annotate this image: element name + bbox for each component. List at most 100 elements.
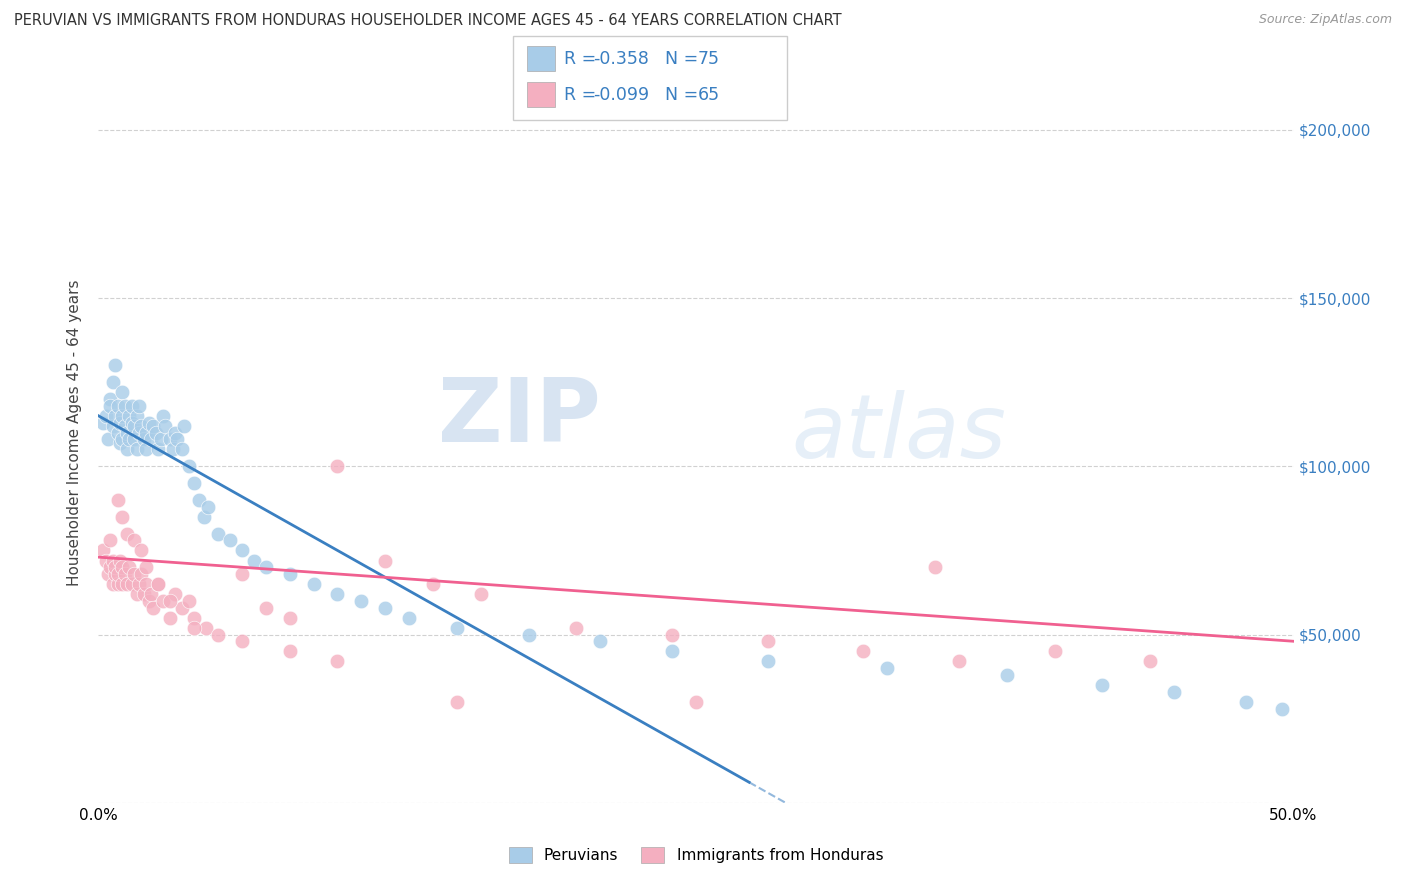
Point	[101, 553, 124, 567]
Point	[124, 566, 146, 581]
Point	[446, 621, 468, 635]
Point	[115, 577, 138, 591]
Point	[94, 553, 117, 567]
Point	[207, 526, 229, 541]
Point	[278, 566, 301, 581]
Point	[118, 409, 141, 423]
Point	[179, 594, 201, 608]
Point	[152, 594, 174, 608]
Point	[124, 433, 146, 447]
Point	[243, 553, 266, 567]
Point	[924, 560, 946, 574]
Y-axis label: Householder Income Ages 45 - 64 years: Householder Income Ages 45 - 64 years	[67, 279, 83, 586]
Point	[278, 610, 301, 624]
Point	[91, 543, 114, 558]
Point	[98, 560, 122, 574]
Point	[94, 409, 117, 423]
Point	[121, 416, 143, 430]
Point	[128, 425, 150, 440]
Point	[172, 600, 194, 615]
Point	[197, 500, 219, 514]
Point	[131, 566, 153, 581]
Point	[1091, 678, 1114, 692]
Point	[91, 416, 114, 430]
Point	[104, 359, 127, 373]
Point	[101, 577, 124, 591]
Point	[125, 442, 148, 457]
Point	[756, 634, 779, 648]
Point	[852, 644, 875, 658]
Point	[948, 655, 970, 669]
Point	[179, 459, 201, 474]
Text: R =: R =	[564, 50, 602, 68]
Point	[121, 399, 143, 413]
Point	[173, 418, 195, 433]
Text: Source: ZipAtlas.com: Source: ZipAtlas.com	[1258, 13, 1392, 27]
Point	[685, 695, 707, 709]
Point	[104, 560, 127, 574]
Point	[135, 425, 157, 440]
Point	[115, 425, 138, 440]
Point	[114, 418, 136, 433]
Text: -0.358: -0.358	[593, 50, 650, 68]
Point	[125, 587, 148, 601]
Point	[162, 442, 184, 457]
Point	[107, 577, 129, 591]
Point	[1163, 685, 1185, 699]
Point	[1043, 644, 1066, 658]
Point	[148, 442, 170, 457]
Point	[159, 610, 181, 624]
Point	[139, 433, 162, 447]
Point	[131, 543, 153, 558]
Point	[108, 435, 131, 450]
Point	[142, 418, 165, 433]
Point	[97, 433, 120, 447]
Point	[98, 392, 122, 406]
Point	[128, 399, 150, 413]
Point	[111, 409, 134, 423]
Point	[446, 695, 468, 709]
Point	[1139, 655, 1161, 669]
Point	[661, 627, 683, 641]
Point	[1271, 701, 1294, 715]
Point	[278, 644, 301, 658]
Point	[139, 587, 162, 601]
Point	[107, 425, 129, 440]
Point	[135, 560, 157, 574]
Legend: Peruvians, Immigrants from Honduras: Peruvians, Immigrants from Honduras	[503, 841, 889, 869]
Point	[159, 594, 181, 608]
Point	[124, 533, 146, 548]
Point	[589, 634, 612, 648]
Point	[163, 425, 186, 440]
Point	[163, 587, 186, 601]
Point	[152, 409, 174, 423]
Point	[132, 587, 155, 601]
Point	[183, 610, 205, 624]
Point	[756, 655, 779, 669]
Point	[108, 553, 131, 567]
Point	[565, 621, 588, 635]
Point	[107, 566, 129, 581]
Point	[128, 577, 150, 591]
Point	[231, 566, 253, 581]
Point	[183, 621, 205, 635]
Point	[148, 577, 170, 591]
Point	[111, 560, 134, 574]
Point	[172, 442, 194, 457]
Point	[876, 661, 898, 675]
Point	[111, 433, 134, 447]
Point	[193, 509, 215, 524]
Point	[155, 418, 177, 433]
Text: N =: N =	[665, 50, 704, 68]
Point	[398, 610, 420, 624]
Point	[118, 433, 141, 447]
Point	[104, 566, 127, 581]
Point	[1234, 695, 1257, 709]
Point	[231, 634, 253, 648]
Point	[326, 459, 349, 474]
Point	[101, 418, 124, 433]
Point	[114, 566, 136, 581]
Point	[111, 385, 134, 400]
Point	[111, 509, 134, 524]
Point	[115, 526, 138, 541]
